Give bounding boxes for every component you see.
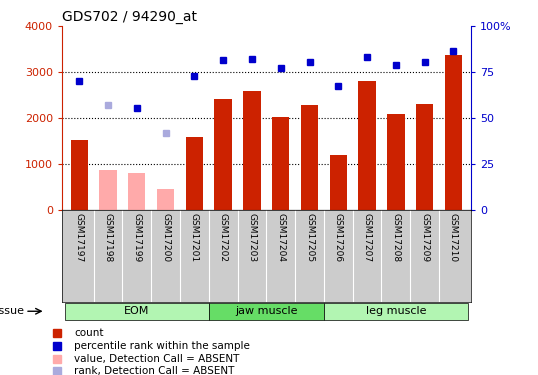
Bar	[65, 303, 209, 320]
Text: EOM: EOM	[124, 306, 150, 316]
Bar	[301, 105, 318, 210]
Text: GDS702 / 94290_at: GDS702 / 94290_at	[62, 10, 197, 24]
Text: GSM17207: GSM17207	[363, 213, 372, 262]
Text: GSM17203: GSM17203	[247, 213, 257, 262]
Bar	[358, 81, 376, 210]
Bar	[100, 170, 117, 210]
Text: GSM17210: GSM17210	[449, 213, 458, 262]
Bar	[215, 99, 232, 210]
Text: value, Detection Call = ABSENT: value, Detection Call = ABSENT	[74, 354, 239, 364]
Text: GSM17205: GSM17205	[305, 213, 314, 262]
Text: GSM17209: GSM17209	[420, 213, 429, 262]
Text: GSM17202: GSM17202	[218, 213, 228, 262]
Bar	[324, 303, 468, 320]
Bar	[128, 173, 145, 210]
Text: leg muscle: leg muscle	[366, 306, 426, 316]
Bar	[272, 117, 289, 210]
Bar	[209, 303, 324, 320]
Bar	[243, 91, 260, 210]
Text: GSM17204: GSM17204	[276, 213, 285, 262]
Text: GSM17199: GSM17199	[132, 213, 141, 262]
Bar	[416, 104, 433, 210]
Bar	[157, 189, 174, 210]
Text: tissue: tissue	[0, 306, 25, 316]
Text: GSM17201: GSM17201	[190, 213, 199, 262]
Text: GSM17200: GSM17200	[161, 213, 170, 262]
Text: GSM17208: GSM17208	[391, 213, 400, 262]
Text: count: count	[74, 328, 104, 339]
Text: GSM17198: GSM17198	[103, 213, 112, 262]
Bar	[445, 55, 462, 210]
Bar	[387, 114, 405, 210]
Text: rank, Detection Call = ABSENT: rank, Detection Call = ABSENT	[74, 366, 235, 375]
Bar	[186, 136, 203, 210]
Bar	[70, 140, 88, 210]
Bar	[330, 155, 347, 210]
Text: percentile rank within the sample: percentile rank within the sample	[74, 341, 250, 351]
Text: GSM17197: GSM17197	[75, 213, 83, 262]
Text: jaw muscle: jaw muscle	[235, 306, 298, 316]
Text: GSM17206: GSM17206	[334, 213, 343, 262]
